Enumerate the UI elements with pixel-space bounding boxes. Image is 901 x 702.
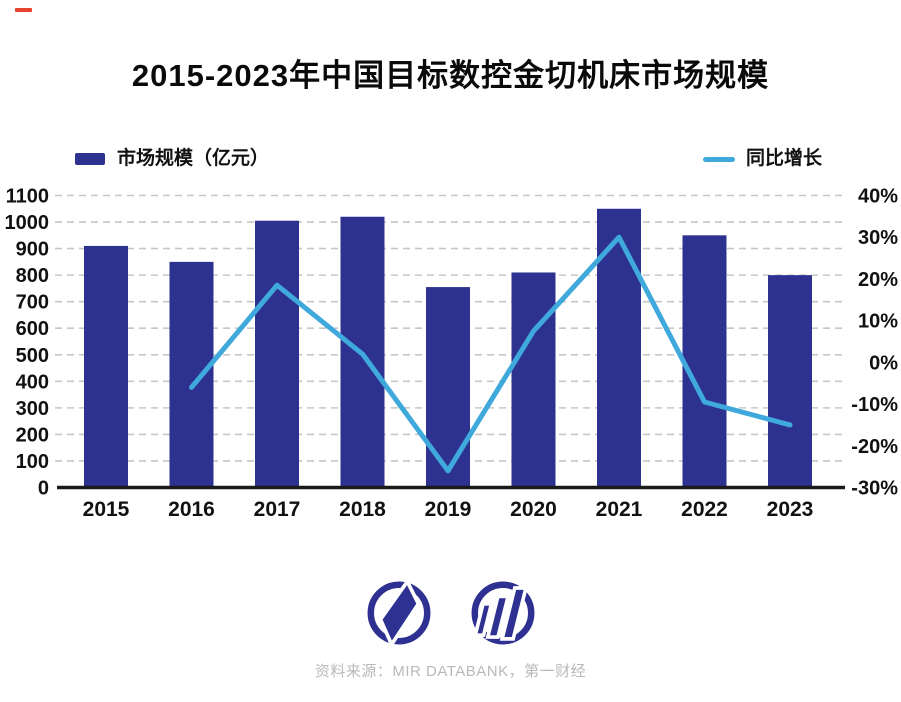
bar-2023 <box>768 275 812 488</box>
left-axis-tick: 300 <box>16 398 49 420</box>
right-axis-tick: 40% <box>858 186 898 208</box>
left-axis-tick: 0 <box>38 478 49 500</box>
right-axis-tick: 0% <box>869 352 898 374</box>
right-axis-tick: 10% <box>858 311 898 333</box>
right-axis-tick: -30% <box>851 478 898 500</box>
bar-2020 <box>511 272 556 488</box>
right-axis-tick: 30% <box>858 227 898 249</box>
left-axis-tick: 100 <box>16 451 49 473</box>
legend-line: 同比增长 <box>703 147 822 171</box>
left-axis-tick: 1100 <box>6 186 49 208</box>
left-axis-tick: 700 <box>16 292 49 314</box>
x-axis-label-2020: 2020 <box>510 498 557 521</box>
yicai-circle-logo-icon <box>367 577 430 649</box>
x-axis-label-2022: 2022 <box>681 498 728 521</box>
bar-series-swatch-icon <box>75 153 105 165</box>
mir-bars-logo-icon <box>471 581 534 645</box>
right-axis-tick: 20% <box>858 269 898 291</box>
red-dash-mark <box>15 8 32 12</box>
bar-series-label: 市场规模（亿元） <box>117 148 270 169</box>
chart-plot: 0 100 200 300 400 500 600 700 800 900 1000 1100 -30%… <box>5 186 899 522</box>
left-axis-tick: 600 <box>16 318 49 340</box>
left-axis-tick: 800 <box>16 265 49 287</box>
line-series-label: 同比增长 <box>746 148 823 169</box>
x-axis-label-2019: 2019 <box>425 498 472 521</box>
x-axis-label-2017: 2017 <box>254 498 301 521</box>
bar-2016 <box>169 261 214 488</box>
bar-2022 <box>682 235 727 488</box>
line-series-swatch-icon <box>703 156 735 162</box>
left-axis-tick: 1000 <box>5 212 50 234</box>
x-axis-label-2021: 2021 <box>596 498 643 521</box>
right-axis-tick: -20% <box>851 436 898 458</box>
x-axis-label-2016: 2016 <box>168 498 215 521</box>
bar-2017 <box>255 220 299 488</box>
bar-2015 <box>84 245 128 488</box>
chart-title: 2015-2023年中国目标数控金切机床市场规模 <box>131 58 770 93</box>
right-axis-tick: -10% <box>851 394 898 416</box>
source-note: 资料来源：MIR DATABANK，第一财经 <box>314 663 587 680</box>
bar-2019 <box>426 287 470 488</box>
x-axis-label-2015: 2015 <box>83 498 130 521</box>
left-axis-tick: 400 <box>16 371 49 393</box>
x-axis-label-2023: 2023 <box>767 498 814 521</box>
footer-logos <box>0 576 901 650</box>
growth-line <box>189 234 793 474</box>
left-axis-tick: 500 <box>16 345 49 367</box>
x-axis-label-2018: 2018 <box>339 498 386 521</box>
left-axis-tick: 900 <box>16 239 49 261</box>
legend-bars: 市场规模（亿元） <box>75 147 269 171</box>
left-axis-tick: 200 <box>16 424 49 446</box>
